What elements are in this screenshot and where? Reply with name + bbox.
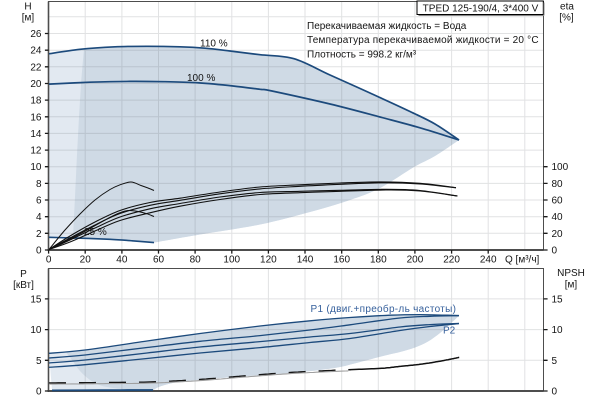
svg-text:0: 0: [36, 387, 42, 398]
svg-text:[м]: [м]: [22, 13, 35, 24]
svg-text:24: 24: [30, 46, 42, 57]
svg-text:80: 80: [552, 179, 564, 190]
svg-text:[кВт]: [кВт]: [13, 280, 34, 291]
svg-text:16: 16: [30, 112, 42, 123]
svg-text:[%]: [%]: [559, 13, 574, 24]
svg-text:eta: eta: [560, 2, 574, 13]
svg-text:22: 22: [30, 62, 42, 73]
svg-text:NPSH: NPSH: [557, 268, 585, 279]
svg-text:0: 0: [46, 254, 52, 265]
svg-text:180: 180: [370, 254, 387, 265]
svg-text:20: 20: [30, 79, 42, 90]
svg-text:10: 10: [552, 325, 564, 336]
svg-text:5: 5: [552, 356, 558, 367]
svg-text:Плотность = 998.2 кг/м³: Плотность = 998.2 кг/м³: [307, 49, 417, 60]
svg-text:40: 40: [552, 212, 564, 223]
svg-text:2: 2: [36, 229, 42, 240]
svg-text:10: 10: [30, 325, 42, 336]
svg-text:140: 140: [297, 254, 314, 265]
svg-text:0: 0: [552, 246, 558, 257]
svg-text:5: 5: [36, 356, 42, 367]
svg-text:P2: P2: [443, 326, 456, 337]
svg-text:0: 0: [36, 246, 42, 257]
svg-text:6: 6: [36, 196, 42, 207]
svg-text:25 %: 25 %: [84, 227, 107, 238]
svg-text:60: 60: [552, 196, 564, 207]
svg-text:110 %: 110 %: [200, 39, 228, 50]
svg-text:18: 18: [30, 96, 42, 107]
svg-text:100: 100: [552, 162, 569, 173]
svg-text:[м]: [м]: [565, 280, 578, 291]
svg-text:100: 100: [223, 254, 240, 265]
svg-text:Температура перекачиваемой жид: Температура перекачиваемой жидкости = 20…: [307, 35, 539, 46]
svg-text:H: H: [24, 1, 31, 12]
svg-text:8: 8: [36, 179, 42, 190]
svg-text:Перекачиваемая жидкость = Вода: Перекачиваемая жидкость = Вода: [307, 21, 467, 32]
svg-text:15: 15: [30, 294, 42, 305]
svg-text:14: 14: [30, 129, 42, 140]
svg-text:12: 12: [30, 146, 42, 157]
svg-text:120: 120: [260, 254, 277, 265]
svg-text:4: 4: [36, 212, 42, 223]
svg-text:20: 20: [552, 229, 564, 240]
svg-text:26: 26: [30, 29, 42, 40]
svg-text:P: P: [20, 269, 27, 280]
svg-text:0: 0: [552, 387, 558, 398]
svg-text:15: 15: [552, 294, 564, 305]
svg-text:220: 220: [443, 254, 460, 265]
svg-text:Q [м³/ч]: Q [м³/ч]: [505, 254, 540, 265]
svg-text:200: 200: [407, 254, 424, 265]
svg-text:40: 40: [116, 254, 128, 265]
svg-text:160: 160: [333, 254, 350, 265]
svg-text:TPED 125-190/4, 3*400 V: TPED 125-190/4, 3*400 V: [423, 4, 539, 15]
svg-text:P1 (двиг.+преобр-ль частоты): P1 (двиг.+преобр-ль частоты): [311, 303, 457, 315]
svg-text:100 %: 100 %: [187, 73, 215, 84]
svg-text:240: 240: [480, 254, 497, 265]
svg-text:60: 60: [153, 254, 165, 265]
svg-text:80: 80: [190, 254, 202, 265]
svg-text:20: 20: [80, 254, 92, 265]
svg-text:10: 10: [30, 162, 42, 173]
